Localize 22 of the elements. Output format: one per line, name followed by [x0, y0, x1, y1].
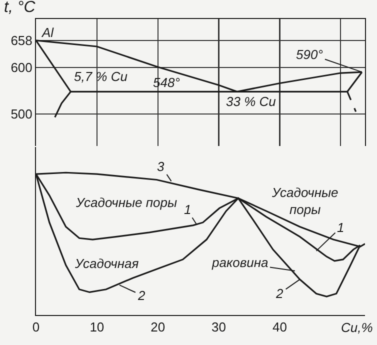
annotation: 1	[337, 220, 344, 235]
annotation: Al	[41, 25, 55, 40]
x-tick-label: 30	[212, 320, 226, 335]
x-tick-label: 10	[90, 320, 104, 335]
x-axis-title: Cu,%	[341, 320, 373, 335]
annotation: 33 % Cu	[226, 94, 276, 109]
annotation: 1	[184, 202, 192, 217]
annotation: Усадочные поры	[75, 195, 178, 210]
y-tick-label: 600	[10, 60, 32, 75]
x-tick-label: 0	[32, 320, 40, 335]
annotation: 2	[137, 288, 146, 303]
y-axis-title: t, °C	[4, 0, 36, 16]
x-tick-label: 20	[150, 320, 166, 335]
annotation: 3	[157, 159, 165, 174]
annotation: 590°	[296, 47, 323, 62]
x-tick-label: 40	[272, 320, 287, 335]
y-tick-label: 500	[10, 106, 32, 122]
y-tick-label: 658	[10, 32, 32, 48]
annotation: 2	[275, 286, 284, 301]
annotation: Усадочные поры	[271, 185, 338, 217]
annotation: раковина	[211, 255, 268, 270]
annotation: Усадочная	[74, 256, 139, 271]
